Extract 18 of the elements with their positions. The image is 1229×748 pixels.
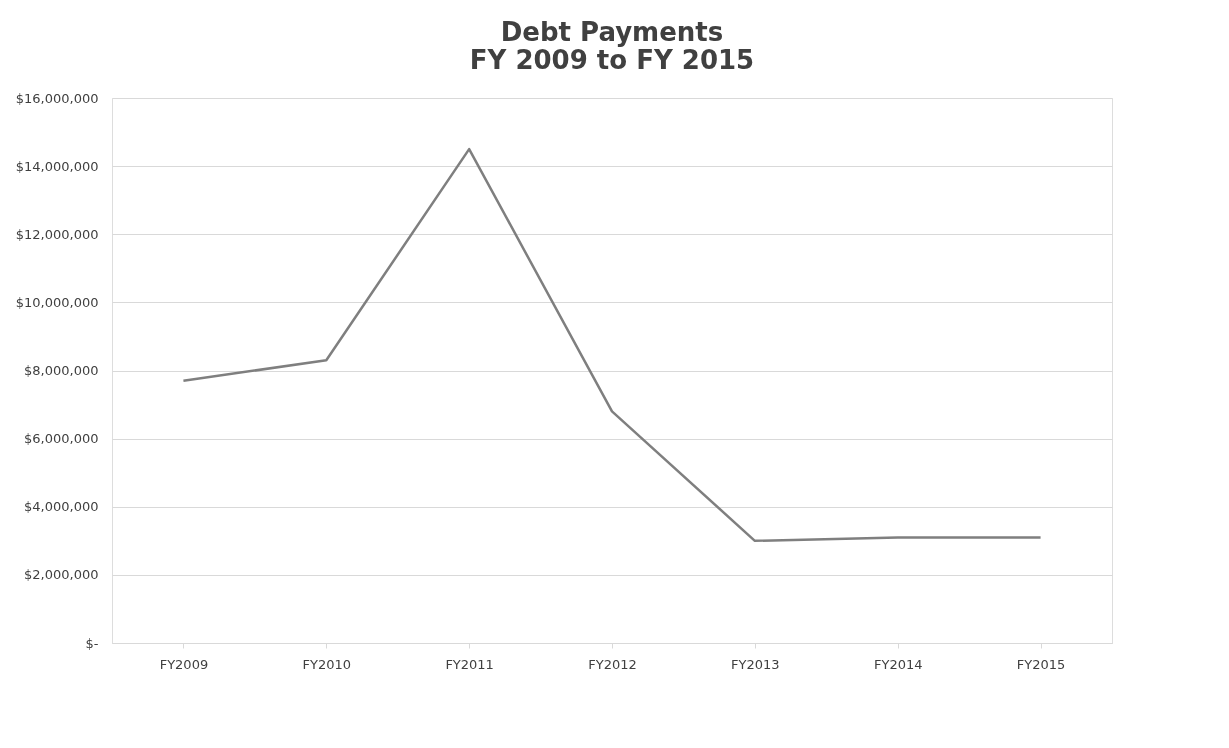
line-series [182, 147, 1042, 543]
x-tick-label: FY2014 [873, 656, 923, 672]
y-tick-label: $10,000,000 [15, 294, 99, 310]
y-tick-label: $4,000,000 [24, 499, 99, 515]
y-tick-label: $- [85, 635, 99, 651]
x-tick-label: FY2012 [588, 656, 637, 672]
y-tick-label: $16,000,000 [15, 90, 99, 106]
text: Debt Payments [500, 17, 724, 47]
x-tick-label: FY2015 [1016, 656, 1066, 672]
y-tick-label: $8,000,000 [24, 363, 99, 378]
x-tick-label: FY2009 [159, 656, 209, 672]
y-tick-label: $6,000,000 [24, 431, 99, 447]
x-tick-label: FY2011 [445, 656, 494, 672]
y-tick-label: $12,000,000 [15, 226, 99, 242]
y-tick-label: $14,000,000 [15, 158, 99, 174]
y-tick-label: $2,000,000 [24, 567, 99, 583]
x-tick-label: FY2013 [731, 656, 780, 672]
x-tick-label: FY2010 [302, 656, 352, 672]
